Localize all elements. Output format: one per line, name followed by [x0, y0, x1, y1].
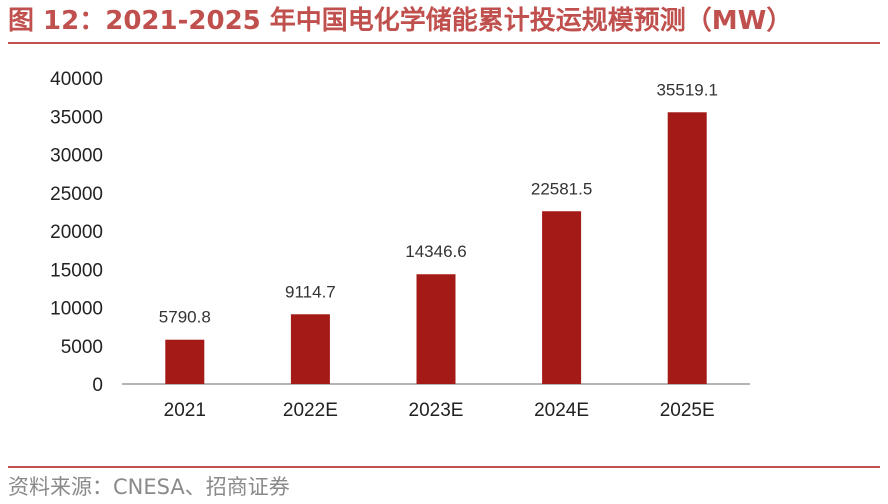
- title-divider: [8, 42, 880, 44]
- y-tick-label: 40000: [50, 69, 103, 90]
- y-tick-label: 5000: [61, 337, 103, 358]
- y-tick-label: 30000: [50, 146, 103, 167]
- x-tick-label: 2021: [164, 400, 206, 421]
- chart-title: 图 12：2021-2025 年中国电化学储能累计投运规模预测（MW）: [8, 6, 793, 36]
- data-label-2021: 5790.8: [159, 308, 211, 327]
- data-label-2024E: 22581.5: [531, 179, 592, 198]
- x-tick-label: 2025E: [660, 400, 715, 421]
- source-note: 资料来源：CNESA、招商证券: [8, 475, 290, 499]
- x-tick-label: 2023E: [409, 400, 464, 421]
- data-label-2025E: 35519.1: [656, 80, 717, 99]
- x-tick-label: 2024E: [534, 400, 589, 421]
- bar-2023E: [416, 274, 456, 384]
- y-tick-label: 10000: [50, 299, 103, 320]
- y-tick-label: 20000: [50, 222, 103, 243]
- bar-2024E: [542, 211, 582, 384]
- data-label-2022E: 9114.7: [285, 282, 336, 301]
- bar-2022E: [290, 314, 330, 384]
- y-tick-label: 35000: [50, 107, 103, 128]
- bar-2021: [165, 339, 205, 384]
- y-tick-label: 0: [92, 375, 103, 396]
- footer-divider: [8, 466, 880, 468]
- y-tick-label: 15000: [50, 260, 103, 281]
- y-tick-label: 25000: [50, 184, 103, 205]
- bar-2025E: [667, 112, 707, 385]
- data-label-2023E: 14346.6: [405, 242, 466, 261]
- x-tick-label: 2022E: [283, 400, 338, 421]
